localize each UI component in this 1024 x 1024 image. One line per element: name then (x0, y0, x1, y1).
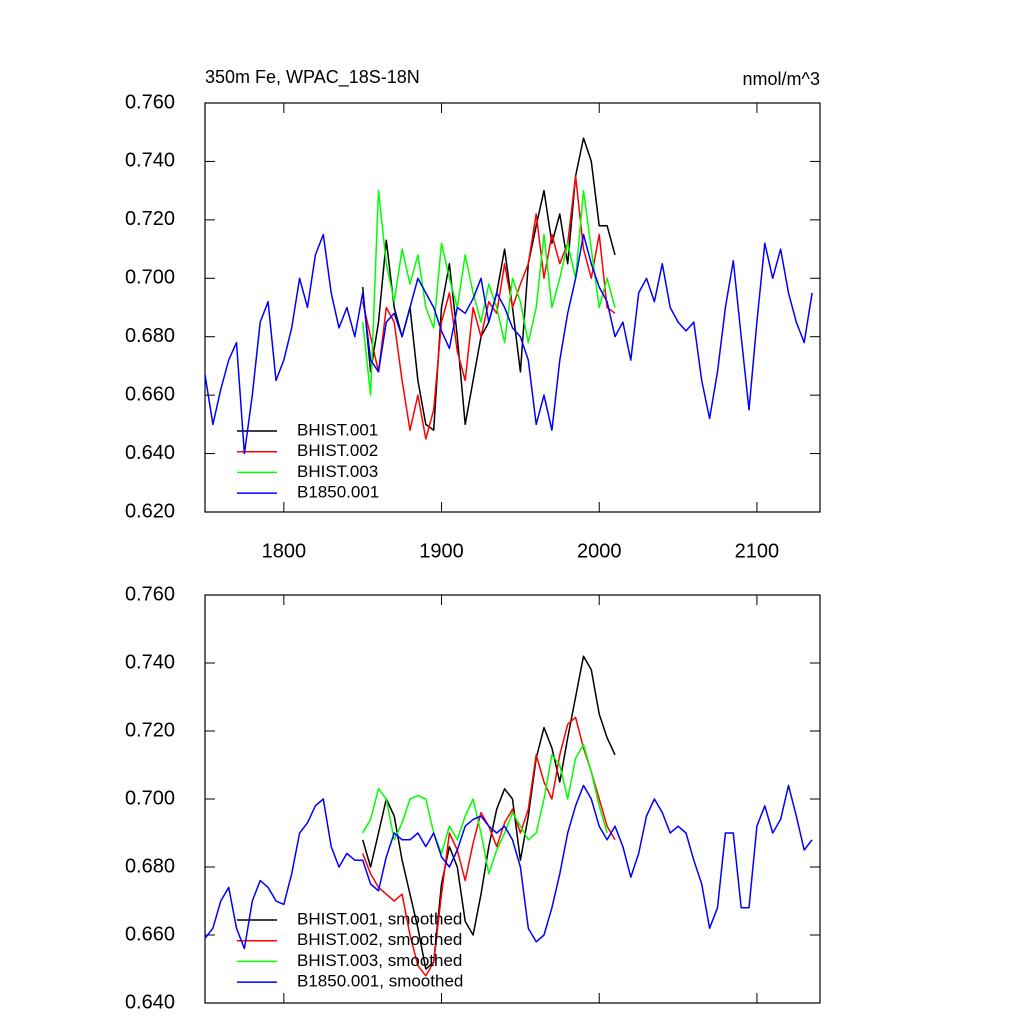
y-tick-label: 0.660 (125, 923, 175, 945)
y-tick-label: 0.720 (125, 208, 175, 230)
y-tick-label: 0.640 (125, 442, 175, 464)
y-tick-label: 0.660 (125, 383, 175, 405)
series-line (204, 784, 813, 950)
series-line (204, 233, 813, 455)
x-tick-label: 1800 (262, 540, 307, 562)
y-tick-label: 0.680 (125, 325, 175, 347)
legend-label: BHIST.002, smoothed (297, 930, 462, 949)
y-tick-label: 0.640 (125, 991, 175, 1013)
series-line (361, 189, 616, 396)
legend-label: BHIST.003, smoothed (297, 951, 462, 970)
legend-label: BHIST.001, smoothed (297, 909, 462, 928)
series-line (361, 655, 616, 970)
y-tick-label: 0.700 (125, 267, 175, 289)
y-tick-label: 0.740 (125, 150, 175, 172)
y-tick-label: 0.620 (125, 500, 175, 522)
y-tick-label: 0.680 (125, 855, 175, 877)
y-tick-label: 0.740 (125, 651, 175, 673)
y-tick-label: 0.700 (125, 787, 175, 809)
legend-label: BHIST.003 (297, 462, 378, 481)
legend-label: B1850.001 (297, 483, 379, 502)
y-tick-label: 0.760 (125, 91, 175, 113)
legend-label: BHIST.001 (297, 420, 378, 439)
x-tick-label: 2000 (577, 540, 622, 562)
series-line (361, 175, 616, 440)
chart-title: 350m Fe, WPAC_18S-18N (205, 67, 420, 88)
y-tick-label: 0.720 (125, 719, 175, 741)
plot-frame (204, 102, 821, 513)
y-tick-label: 0.760 (125, 583, 175, 605)
series-line (362, 743, 608, 875)
x-tick-label: 2100 (735, 540, 780, 562)
units-label: nmol/m^3 (743, 69, 820, 89)
legend-label: BHIST.002 (297, 441, 378, 460)
legend-label: B1850.001, smoothed (297, 972, 463, 991)
x-tick-label: 1900 (419, 540, 464, 562)
